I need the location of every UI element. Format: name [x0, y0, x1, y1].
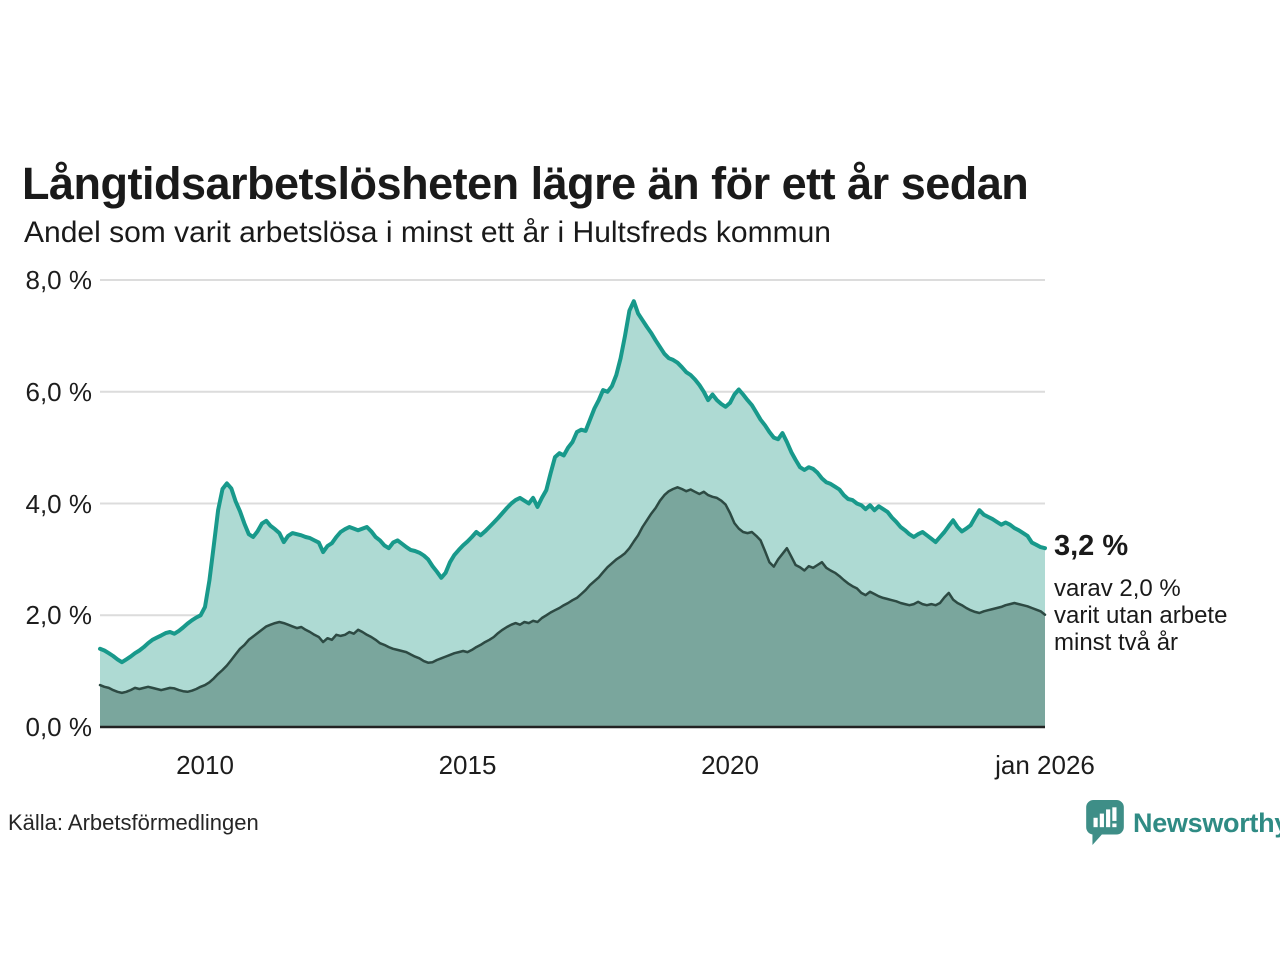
newsworthy-bubble-icon: [1086, 800, 1124, 845]
x-axis-label: 2010: [176, 750, 234, 780]
line-minst-ett-ar: [98, 299, 1047, 665]
x-axis-label: 2020: [701, 750, 759, 780]
annotation-line: varav 2,0 %: [1054, 575, 1181, 602]
end-value-annotation: 3,2 % varav 2,0 % varit utan arbete mins…: [1054, 530, 1279, 656]
x-axis-label: 2015: [438, 750, 497, 780]
annotation-line: varit utan arbete: [1054, 602, 1228, 629]
source-credit: Källa: Arbetsförmedlingen: [8, 810, 259, 835]
y-axis-label: 4,0 %: [25, 488, 93, 519]
annotation-line: minst två år: [1054, 629, 1179, 656]
newsworthy-logo: Newsworthy: [1086, 800, 1280, 846]
line-minst-tva-ar: [98, 486, 1047, 695]
page-title: Långtidsarbetslösheten lägre än för ett …: [22, 158, 1029, 210]
newsworthy-wordmark: Newsworthy: [1133, 807, 1280, 838]
y-axis-label: 0,0 %: [25, 712, 93, 742]
area-minst-tva-ar: [100, 487, 1045, 727]
y-axis-label: 2,0 %: [25, 600, 93, 631]
chart-subtitle: Andel som varit arbetslösa i minst ett å…: [24, 216, 831, 249]
y-axis-label: 8,0 %: [25, 265, 93, 295]
y-axis-label: 6,0 %: [25, 376, 93, 407]
latest-value-label: 3,2 %: [1054, 530, 1129, 562]
x-axis-label: jan 2026: [995, 750, 1095, 780]
